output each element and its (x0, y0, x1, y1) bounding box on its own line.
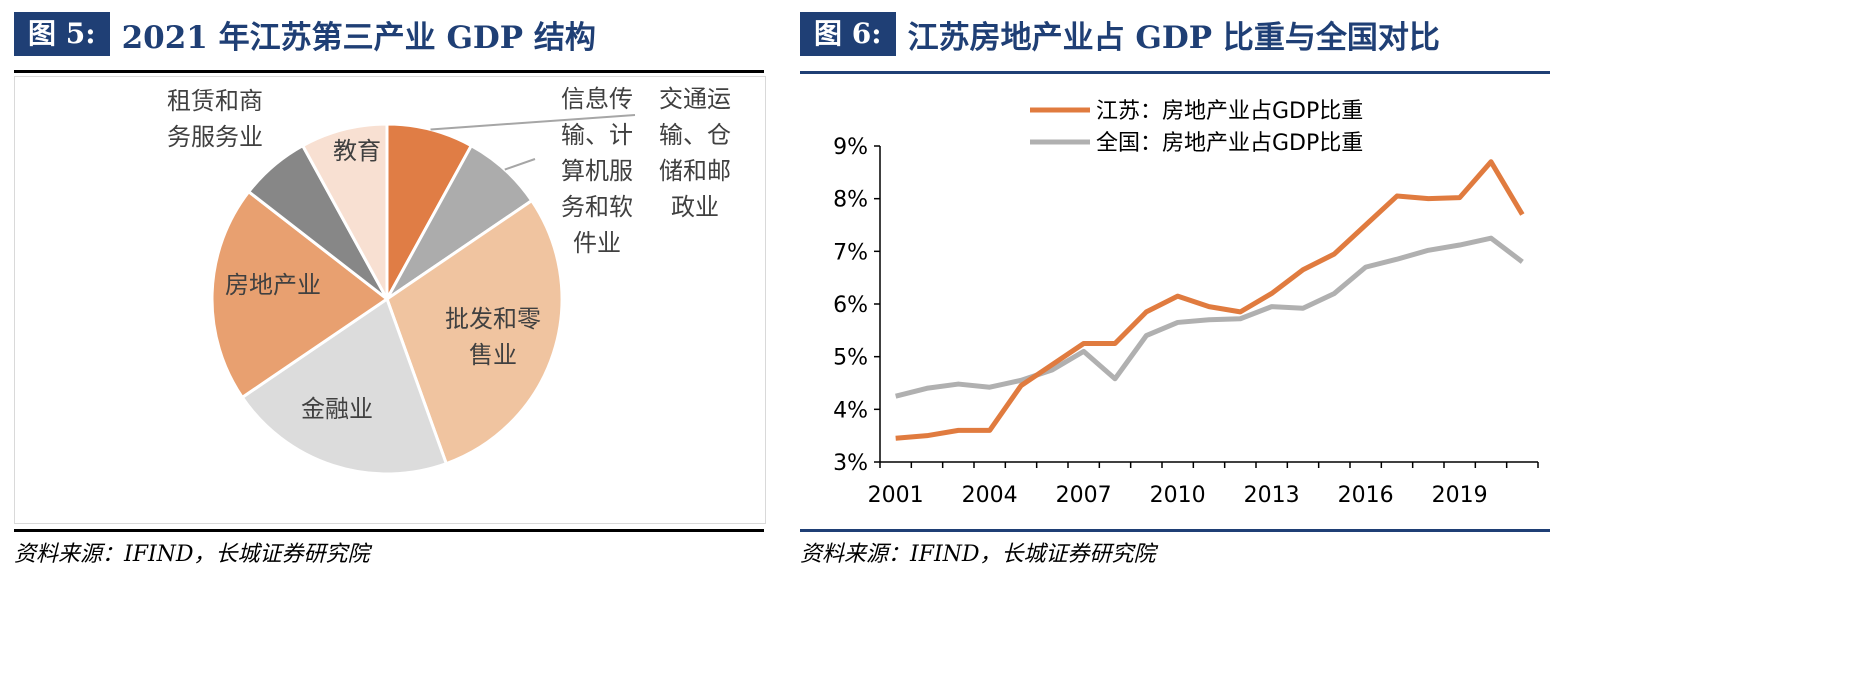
figure-6-bottom-rule (800, 529, 1550, 532)
pie-slice-label: 批发和零售业 (445, 305, 541, 369)
pie-slice-label: 租赁和商务服务业 (167, 87, 263, 151)
pie-leader-line (430, 114, 636, 131)
y-tick-label: 3% (833, 451, 868, 476)
pie-slice (240, 296, 449, 476)
x-tick-label: 2010 (1150, 483, 1206, 508)
x-tick-label: 2004 (962, 483, 1018, 508)
figure-6-panel: 图 6: 江苏房地产业占 GDP 比重与全国对比 3% 4% 5% 6% 7% 8% 9% 2… (800, 0, 1842, 676)
x-tick-label: 2013 (1244, 483, 1300, 508)
figure-6-source: 资料来源：IFIND，长城证券研究院 (800, 542, 1156, 567)
y-tick-label: 6% (833, 293, 868, 318)
figure-5-top-rule (14, 70, 764, 73)
pie-slice-label: 信息传输、计算机服务和软件业 (561, 85, 633, 257)
figure-6-label: 图 6: (800, 12, 896, 56)
pie-slice (210, 189, 390, 400)
y-tick-label: 5% (833, 346, 868, 371)
y-tick-label: 8% (833, 188, 868, 213)
figure-5-header: 图 5: 2021 年江苏第三产业 GDP 结构 (14, 12, 596, 56)
pie-slice-label: 金融业 (301, 395, 373, 423)
figure-5-bottom-rule (14, 529, 764, 532)
legend-label: 全国：房地产业占GDP比重 (1096, 131, 1363, 156)
figure-5-panel: 图 5: 2021 年江苏第三产业 GDP 结构 交通运输、仓储和邮政业 信息传输… (14, 0, 914, 676)
pie-leader-line (504, 158, 536, 171)
x-tick-label: 2007 (1056, 483, 1112, 508)
pie-slice-label: 教育 (333, 137, 381, 165)
figure-6-title: 江苏房地产业占 GDP 比重与全国对比 (907, 19, 1440, 56)
line-chart: 3% 4% 5% 6% 7% 8% 9% 2001 2004 2007 2010 2013 2016 20… (833, 99, 1539, 508)
pie-slice-label: 房地产业 (225, 271, 321, 299)
y-tick-label: 4% (833, 398, 868, 423)
y-tick-label: 9% (833, 135, 868, 160)
pie-slice-label: 交通运输、仓储和邮政业 (659, 85, 731, 221)
x-tick-label: 2016 (1338, 483, 1394, 508)
y-tick-label: 7% (833, 240, 868, 265)
figure-5-title: 2021 年江苏第三产业 GDP 结构 (121, 19, 596, 56)
x-tick-label: 2019 (1432, 483, 1488, 508)
figure-6-top-rule (800, 71, 1550, 74)
pie-chart-frame: 交通运输、仓储和邮政业 信息传输、计算机服务和软件业 批发和零售业金融业 房地产业 租赁… (14, 76, 766, 524)
pie-slice (300, 122, 389, 300)
pie-slice (385, 198, 564, 466)
x-tick-label: 2001 (868, 483, 924, 508)
series-line (895, 235, 1524, 399)
figure-6-header: 图 6: 江苏房地产业占 GDP 比重与全国对比 (800, 12, 1440, 56)
figure-5-source: 资料来源：IFIND，长城证券研究院 (14, 542, 370, 567)
legend-label: 江苏：房地产业占GDP比重 (1096, 99, 1363, 124)
figure-5-label: 图 5: (14, 12, 110, 56)
series-line (895, 159, 1525, 441)
